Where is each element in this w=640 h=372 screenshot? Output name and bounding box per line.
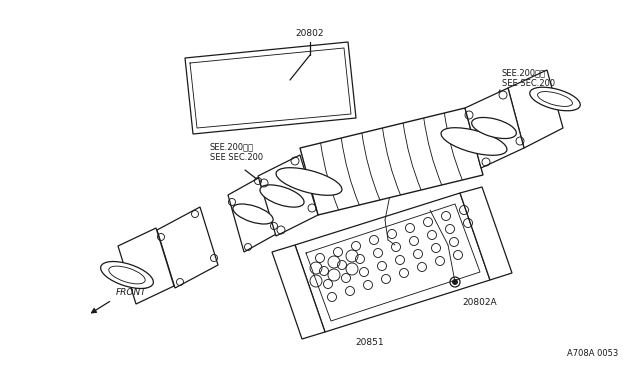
Text: 20851: 20851: [356, 338, 384, 347]
Polygon shape: [157, 207, 218, 288]
Ellipse shape: [441, 128, 507, 155]
Ellipse shape: [100, 262, 154, 288]
Polygon shape: [228, 176, 278, 252]
Polygon shape: [272, 245, 325, 339]
Text: 20802: 20802: [296, 29, 324, 38]
Text: FRONT: FRONT: [116, 288, 147, 297]
Ellipse shape: [530, 87, 580, 111]
Text: 20802A: 20802A: [462, 298, 497, 307]
Ellipse shape: [109, 266, 145, 284]
Polygon shape: [460, 187, 512, 280]
Polygon shape: [465, 88, 524, 168]
Ellipse shape: [233, 204, 273, 224]
Text: A708A 0053: A708A 0053: [567, 349, 618, 358]
Circle shape: [452, 279, 458, 285]
Ellipse shape: [472, 118, 516, 138]
Polygon shape: [300, 108, 483, 215]
Ellipse shape: [276, 168, 342, 195]
Text: SEE.200参照
SEE SEC.200: SEE.200参照 SEE SEC.200: [210, 142, 263, 162]
Polygon shape: [118, 228, 174, 304]
Polygon shape: [258, 155, 318, 236]
Text: SEE.200参照
SEE SEC.200: SEE.200参照 SEE SEC.200: [502, 68, 555, 88]
Polygon shape: [185, 42, 356, 134]
Ellipse shape: [260, 185, 304, 207]
Polygon shape: [508, 70, 563, 148]
Ellipse shape: [538, 92, 572, 106]
Polygon shape: [295, 193, 490, 332]
